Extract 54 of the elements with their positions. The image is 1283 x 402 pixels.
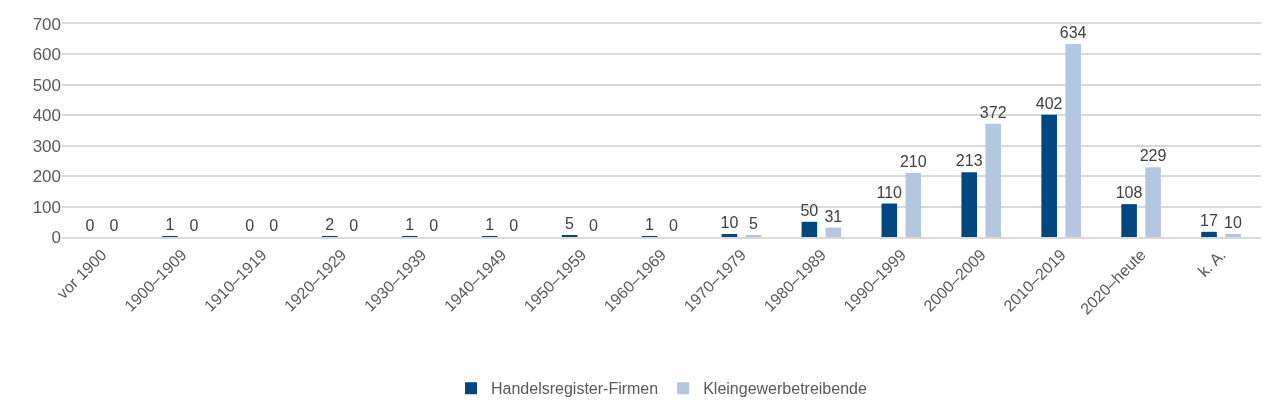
legend-label: Kleingewerbetreibende <box>703 380 867 398</box>
y-tick-label: 100 <box>32 197 61 217</box>
data-label: 213 <box>955 152 983 170</box>
bar <box>985 123 1002 237</box>
data-label: 110 <box>876 183 903 201</box>
data-label: 372 <box>979 103 1007 121</box>
data-label: 0 <box>509 217 519 234</box>
x-tick-label: k. A. <box>1194 245 1229 280</box>
bar <box>1201 231 1217 237</box>
data-label: 0 <box>109 217 119 234</box>
data-label: 10 <box>1224 213 1242 231</box>
y-tick-label: 300 <box>32 136 61 156</box>
bar <box>1121 204 1137 237</box>
bar <box>1225 233 1241 237</box>
data-label: 5 <box>748 215 758 232</box>
y-tick-label: 700 <box>32 14 61 34</box>
data-label: 402 <box>1035 94 1063 112</box>
data-label: 0 <box>189 217 199 234</box>
data-label: 634 <box>1059 24 1087 42</box>
legend-label: Handelsregister-Firmen <box>491 380 659 398</box>
data-label: 50 <box>800 201 819 219</box>
data-label: 1 <box>165 216 175 233</box>
data-label: 108 <box>1115 184 1143 202</box>
data-label: 1 <box>645 216 655 233</box>
y-tick-label: 200 <box>32 167 61 187</box>
data-label: 1 <box>485 216 495 233</box>
data-label: 31 <box>824 207 843 225</box>
y-tick-label: 400 <box>32 106 61 126</box>
data-label: 0 <box>589 217 599 234</box>
y-tick-label: 500 <box>32 75 61 95</box>
bar <box>1145 167 1161 237</box>
data-label: 5 <box>565 215 575 232</box>
data-label: 0 <box>85 217 95 234</box>
bar <box>905 173 922 237</box>
y-tick-label: 0 <box>51 227 61 247</box>
bar <box>801 221 818 237</box>
data-label: 0 <box>668 217 678 234</box>
bar <box>1065 44 1081 237</box>
data-label: 2 <box>325 216 335 233</box>
data-label: 0 <box>349 217 359 234</box>
data-label: 229 <box>1139 147 1167 165</box>
bar <box>825 227 842 237</box>
data-label: 17 <box>1200 211 1218 229</box>
bar <box>1041 114 1057 237</box>
bar <box>881 203 898 237</box>
y-tick-label: 600 <box>32 45 61 65</box>
bar <box>721 233 738 237</box>
data-label: 1 <box>405 216 415 233</box>
data-label: 0 <box>245 217 255 234</box>
bar <box>961 172 978 237</box>
data-label: 210 <box>899 153 927 171</box>
data-label: 0 <box>429 217 439 234</box>
data-label: 0 <box>269 217 279 234</box>
data-label: 10 <box>720 213 739 231</box>
